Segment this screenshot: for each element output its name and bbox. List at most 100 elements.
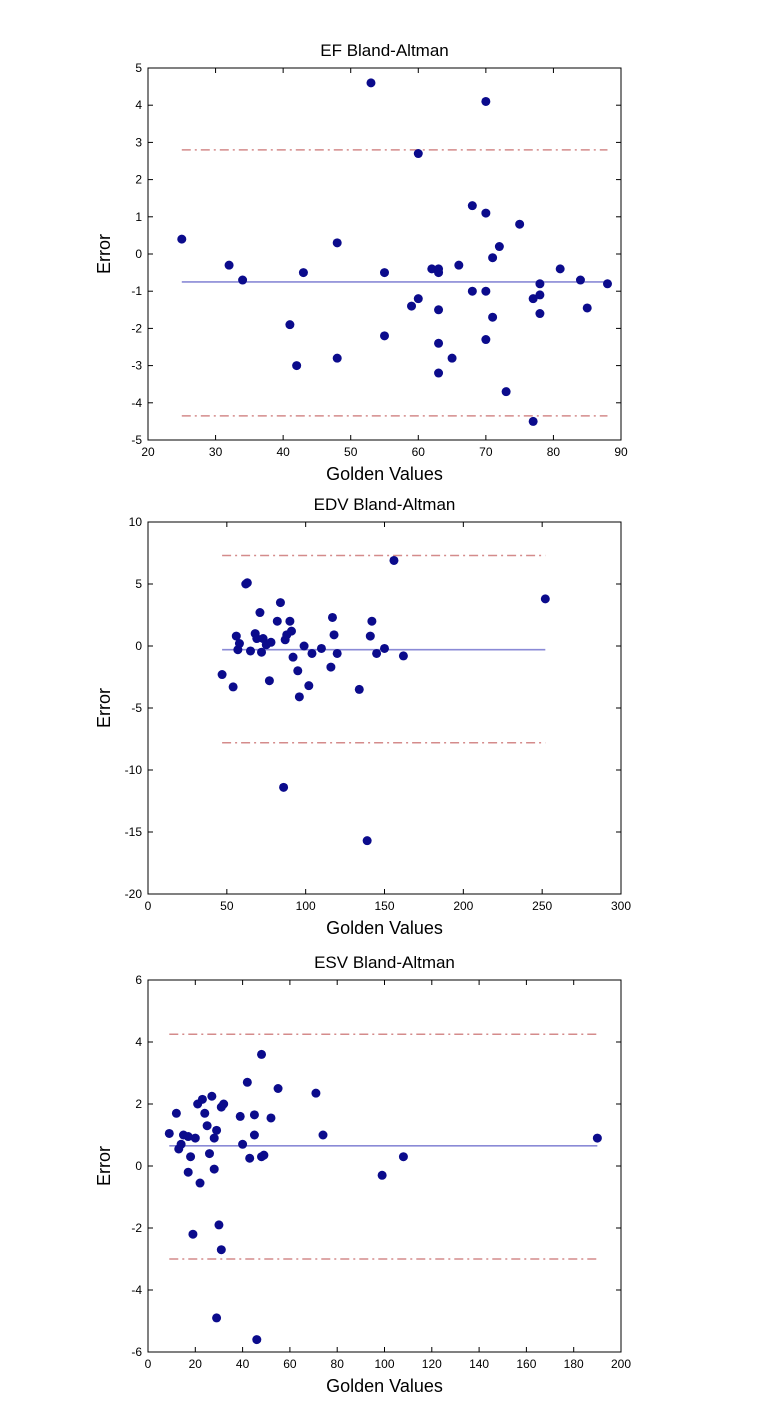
x-tick-label: 80 (331, 1357, 345, 1371)
data-point (266, 1113, 276, 1123)
data-point (316, 643, 326, 653)
data-point (257, 647, 267, 657)
x-tick-label: 80 (547, 445, 561, 459)
y-tick-label: -2 (131, 321, 142, 335)
data-point (249, 1110, 259, 1120)
data-point (488, 312, 498, 322)
y-tick-label: 2 (135, 173, 142, 187)
data-point (217, 670, 227, 680)
data-point (413, 149, 423, 159)
data-point (304, 681, 314, 691)
y-tick-label: -3 (131, 359, 142, 373)
x-tick-label: 250 (532, 899, 552, 913)
data-point (535, 290, 545, 300)
data-point (332, 648, 342, 658)
data-point (329, 630, 339, 640)
y-tick-label: -6 (131, 1345, 142, 1359)
data-point (501, 387, 511, 397)
data-point (481, 96, 491, 106)
data-point (326, 662, 336, 672)
x-tick-label: 150 (374, 899, 394, 913)
data-point (219, 1099, 229, 1109)
data-point (200, 1108, 210, 1118)
data-point (575, 275, 585, 285)
data-point (592, 1133, 602, 1143)
data-point (207, 1091, 217, 1101)
data-point (183, 1132, 193, 1142)
y-tick-label: -4 (131, 1283, 142, 1297)
data-point (252, 1335, 262, 1345)
data-point (238, 275, 248, 285)
y-tick-label: 0 (135, 639, 142, 653)
data-point (434, 268, 444, 278)
data-point (293, 666, 303, 676)
data-point (380, 643, 389, 653)
x-tick-label: 0 (145, 899, 152, 913)
x-tick-label: 160 (516, 1357, 536, 1371)
data-point (183, 1167, 193, 1177)
y-tick-label: 4 (135, 1035, 142, 1049)
x-tick-label: 60 (412, 445, 426, 459)
data-point (298, 268, 308, 278)
y-tick-label: 1 (135, 210, 142, 224)
data-point (582, 303, 592, 313)
data-point (467, 201, 477, 211)
plot-frame (147, 67, 622, 441)
data-point (481, 286, 491, 296)
data-point (528, 294, 538, 304)
data-point (216, 1245, 226, 1255)
y-tick-label: -15 (125, 825, 143, 839)
data-point (228, 682, 238, 692)
data-point (540, 594, 550, 604)
data-point (255, 608, 265, 618)
data-point (245, 1153, 255, 1163)
data-point (204, 1149, 214, 1159)
y-axis-label: Error (94, 1146, 114, 1186)
x-tick-label: 60 (283, 1357, 297, 1371)
data-point (212, 1313, 222, 1323)
data-point (365, 631, 375, 641)
data-point (234, 639, 244, 649)
data-point (294, 692, 304, 702)
data-point (259, 1150, 269, 1160)
data-point (186, 1152, 196, 1162)
data-point (272, 616, 282, 626)
y-tick-label: 5 (135, 577, 142, 591)
y-tick-label: 0 (135, 247, 142, 261)
data-point (288, 652, 298, 662)
data-point (535, 309, 545, 319)
data-point (195, 1178, 205, 1188)
data-point (171, 1108, 181, 1118)
x-tick-label: 140 (469, 1357, 489, 1371)
data-point (434, 368, 444, 378)
data-point (366, 78, 376, 88)
data-point (224, 260, 234, 270)
data-point (555, 264, 565, 274)
data-point (286, 626, 296, 636)
data-point (238, 1139, 248, 1149)
data-point (235, 1111, 245, 1121)
chart-title: EDV Bland-Altman (314, 495, 456, 514)
data-point (367, 616, 377, 626)
data-point (252, 634, 262, 644)
data-point (264, 676, 274, 686)
data-point (273, 1084, 283, 1093)
x-tick-label: 20 (141, 445, 155, 459)
data-point (209, 1133, 219, 1143)
y-axis-label: Error (94, 234, 114, 274)
x-tick-label: 20 (189, 1357, 203, 1371)
data-point (164, 1128, 174, 1138)
x-tick-label: 40 (276, 445, 290, 459)
data-point (398, 1152, 408, 1162)
data-point (242, 1077, 252, 1087)
x-axis-label: Golden Values (326, 918, 443, 938)
y-tick-label: -5 (131, 433, 142, 447)
data-point (515, 219, 525, 229)
data-point (279, 782, 289, 792)
x-axis-label: Golden Values (326, 464, 443, 484)
data-point (177, 234, 187, 244)
